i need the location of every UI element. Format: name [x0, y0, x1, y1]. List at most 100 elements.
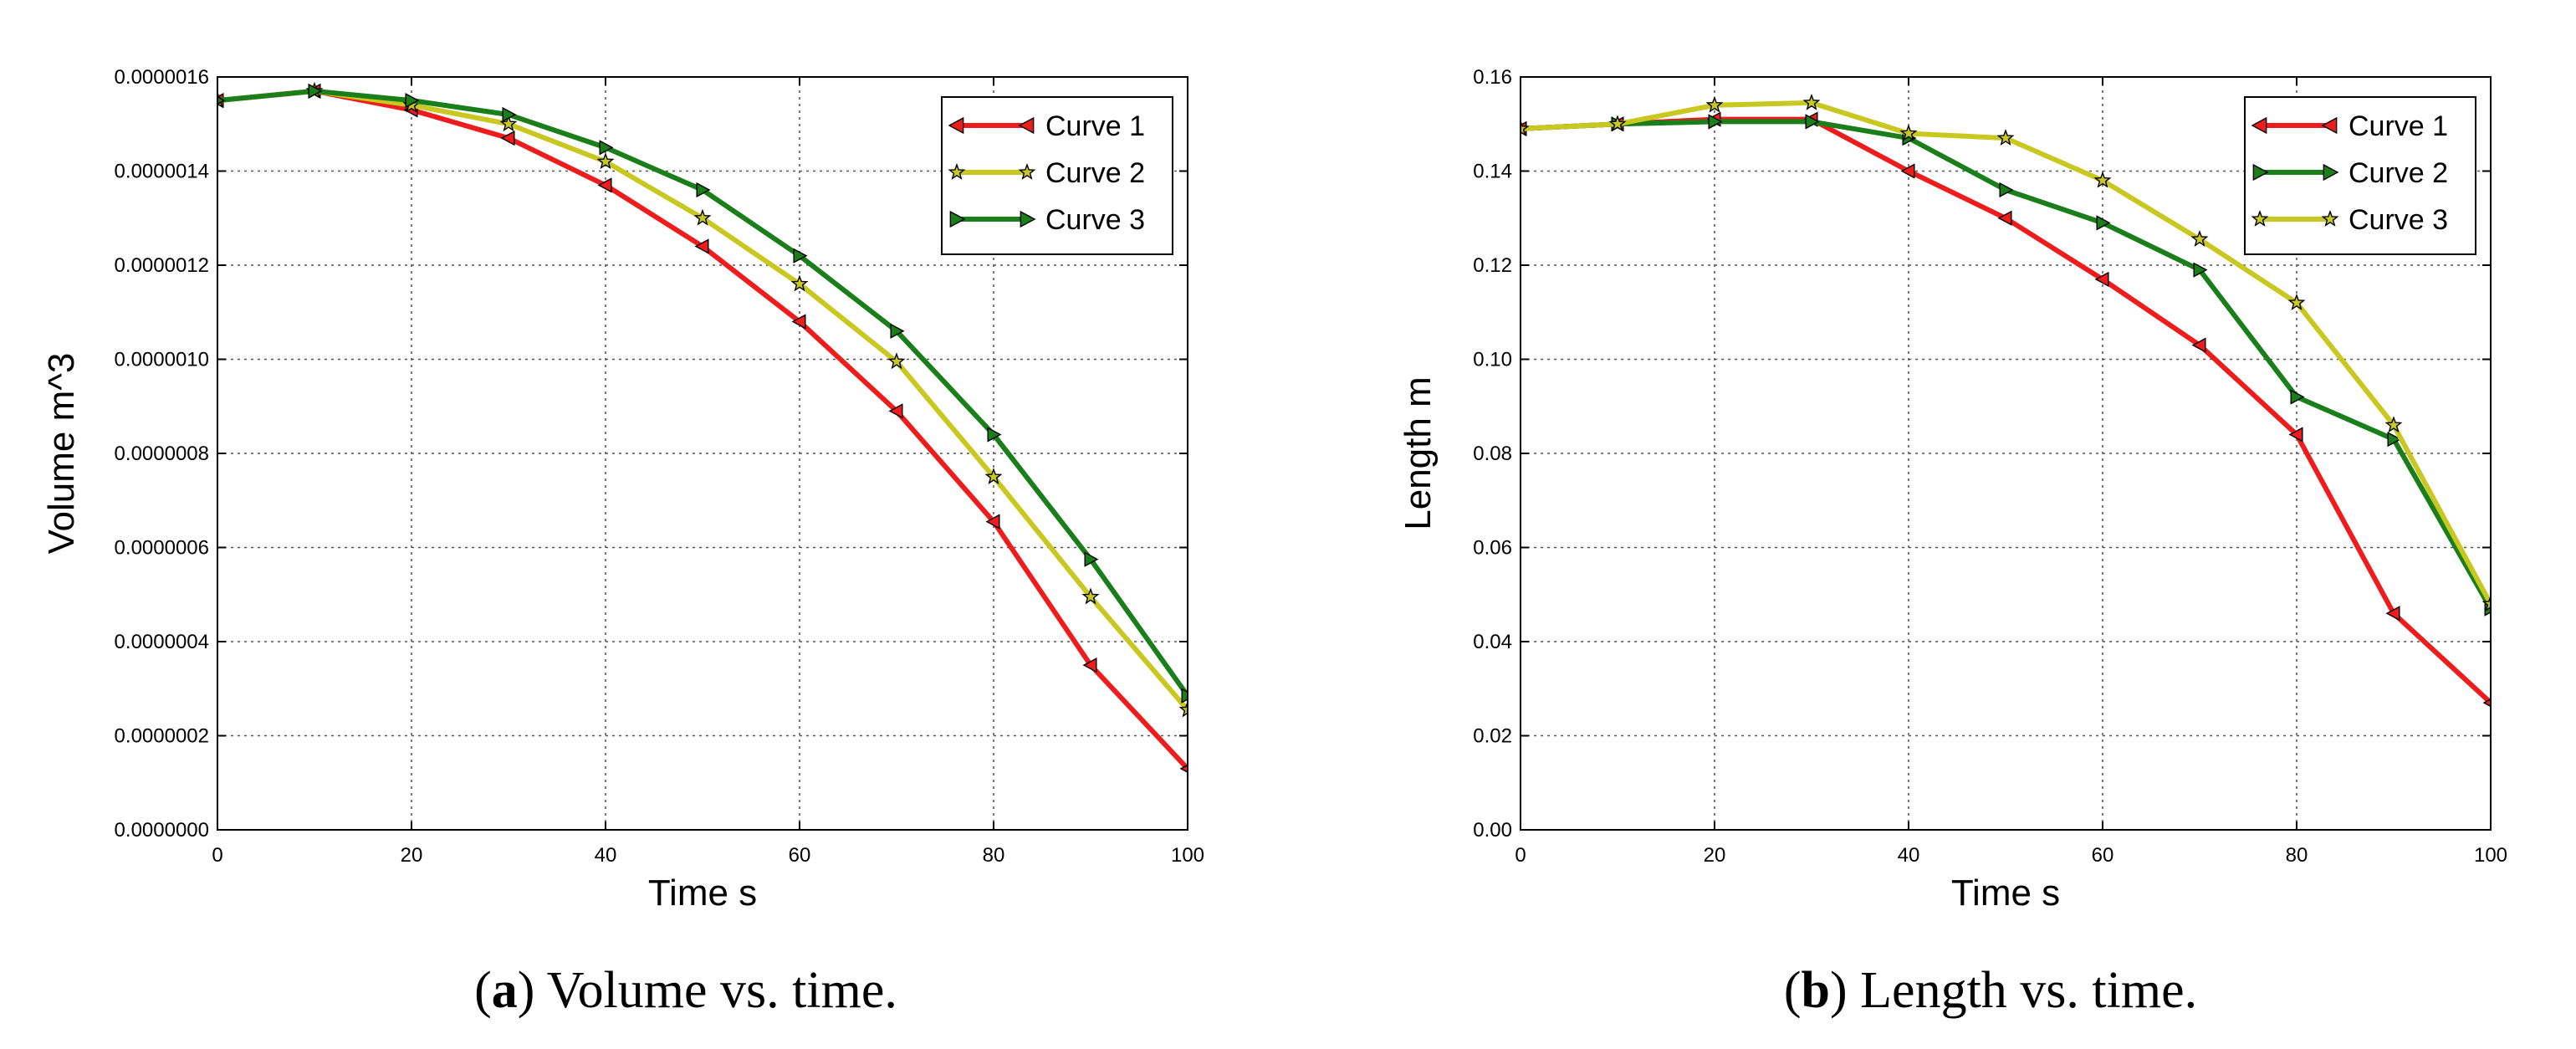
- legend: Curve 1 Curve 2 Curve 3: [2244, 96, 2476, 255]
- data-point: [2093, 171, 2112, 188]
- data-point: [2193, 262, 2208, 278]
- legend-marker: [948, 163, 966, 180]
- legend-marker: [1018, 163, 1036, 180]
- data-point: [1081, 587, 1100, 605]
- y-axis-label: Length m: [1398, 376, 1439, 530]
- data-point: [2387, 431, 2402, 448]
- y-tick-label: 0.10: [1473, 349, 1512, 371]
- legend-marker: [1018, 116, 1035, 135]
- data-point: [693, 208, 712, 226]
- y-tick-label: 0.0000004: [115, 631, 209, 653]
- data-point: [694, 238, 709, 254]
- caption-text: Volume vs. time.: [534, 962, 897, 1019]
- data-point: [308, 83, 323, 100]
- data-point: [2288, 427, 2303, 443]
- x-axis-label: Time s: [1951, 872, 2060, 913]
- data-point: [790, 274, 809, 292]
- figure-caption: (b) Length vs. time.: [1784, 962, 2197, 1019]
- y-tick-label: 0.0000016: [115, 66, 209, 89]
- data-point: [890, 323, 905, 339]
- data-point: [2384, 416, 2403, 433]
- data-point: [596, 152, 615, 170]
- data-point: [1705, 95, 1724, 113]
- data-point: [1084, 551, 1099, 567]
- chart-volume: 0 20 40 60 80 100 0.0000000 0.0000002 0.0000004 0…: [41, 66, 1204, 1019]
- legend-marker: [2251, 116, 2267, 135]
- y-tick-label: 0.0000000: [115, 819, 209, 842]
- data-point: [2190, 230, 2209, 247]
- x-tick-label: 40: [1898, 844, 1920, 867]
- legend-label-3: Curve 3: [1045, 204, 1145, 236]
- y-tick-label: 0.02: [1473, 725, 1512, 748]
- x-tick-label: 0: [1515, 844, 1526, 867]
- data-point: [1996, 129, 2015, 146]
- data-point: [985, 514, 1000, 530]
- y-tick-label: 0.0000006: [115, 537, 209, 560]
- data-point: [502, 106, 517, 123]
- y-tick-label: 0.04: [1473, 631, 1512, 653]
- legend: Curve 1 Curve 2 Curve 3: [941, 96, 1173, 255]
- x-tick-label: 40: [595, 844, 617, 867]
- caption-text: Length vs. time.: [1848, 962, 2197, 1019]
- plot-area: [1521, 93, 2491, 708]
- data-point: [984, 468, 1003, 485]
- data-point: [1608, 115, 1627, 132]
- legend-marker: [1020, 210, 1036, 228]
- y-tick-label: 0.0000014: [115, 161, 209, 183]
- x-tick-label: 20: [401, 844, 423, 867]
- data-point: [599, 140, 614, 156]
- y-tick-label: 0.14: [1473, 161, 1512, 183]
- x-tick-label: 80: [983, 844, 1005, 867]
- legend-marker: [948, 116, 964, 135]
- x-tick-label: 100: [1171, 844, 1204, 867]
- legend-marker: [2251, 210, 2269, 227]
- y-tick-label: 0.08: [1473, 443, 1512, 465]
- data-point: [1181, 688, 1188, 704]
- data-point: [405, 92, 420, 109]
- data-point: [987, 427, 1002, 443]
- y-tick-label: 0.0000002: [115, 725, 209, 748]
- legend-marker: [2323, 163, 2339, 182]
- data-point: [888, 403, 903, 419]
- data-point: [791, 314, 806, 330]
- data-point: [793, 248, 808, 264]
- data-point: [2290, 389, 2305, 405]
- legend-label-1: Curve 1: [2349, 110, 2448, 142]
- y-tick-label: 0.0000012: [115, 254, 209, 277]
- data-point: [597, 177, 612, 193]
- data-point: [2096, 215, 2111, 231]
- data-point: [2094, 271, 2109, 288]
- x-tick-label: 80: [2286, 844, 2308, 867]
- data-point: [1082, 657, 1097, 673]
- legend-marker: [2252, 163, 2269, 182]
- data-point: [887, 352, 906, 370]
- y-tick-label: 0.0000010: [115, 349, 209, 371]
- legend-label-3: Curve 3: [2349, 204, 2448, 236]
- caption-label: b: [1802, 962, 1830, 1019]
- data-point: [1999, 182, 2014, 198]
- x-tick-label: 60: [2092, 844, 2114, 867]
- x-tick-label: 60: [789, 844, 811, 867]
- data-point: [1805, 114, 1820, 130]
- legend-box: [2244, 96, 2476, 255]
- y-tick-label: 0.16: [1473, 66, 1512, 89]
- data-point: [1997, 210, 2012, 226]
- x-tick-label: 0: [212, 844, 222, 867]
- data-point: [2191, 337, 2206, 353]
- x-axis-label: Time s: [648, 872, 757, 913]
- legend-label-1: Curve 1: [1045, 110, 1145, 142]
- legend-marker: [949, 210, 966, 228]
- data-point: [1521, 119, 1530, 136]
- data-point: [2385, 606, 2400, 622]
- plot-area: [217, 81, 1188, 773]
- data-point: [1899, 124, 1918, 141]
- y-tick-label: 0.0000008: [115, 443, 209, 465]
- y-tick-label: 0.12: [1473, 254, 1512, 277]
- legend-marker: [2321, 116, 2338, 135]
- data-point: [1802, 93, 1821, 110]
- chart-length: 0 20 40 60 80 100 0.00 0.02 0.04 0.06 0.08 0.10 0.12…: [1398, 66, 2507, 1019]
- x-tick-label: 20: [1704, 844, 1726, 867]
- x-tick-label: 100: [2474, 844, 2507, 867]
- caption-label: a: [492, 962, 518, 1019]
